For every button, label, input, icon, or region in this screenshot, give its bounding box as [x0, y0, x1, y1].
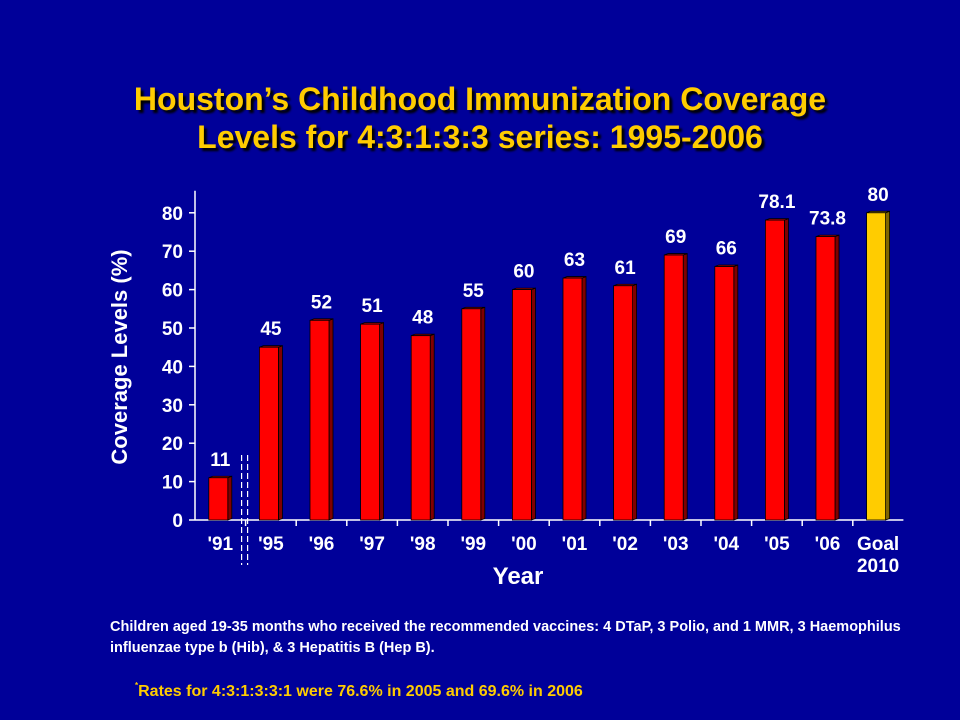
x-tick-label: '06 [815, 534, 841, 555]
bar [360, 323, 381, 521]
slide-title: Houston’s Childhood Immunization Coverag… [0, 80, 960, 156]
bar [815, 236, 836, 521]
slide-title-line-2: Levels for 4:3:1:3:3 series: 1995-2006 [197, 119, 763, 155]
data-label: 51 [362, 296, 384, 317]
bar-side [531, 287, 536, 521]
data-label: 11 [210, 450, 231, 471]
bar-side [480, 306, 486, 521]
bar-side [733, 264, 739, 521]
x-tick-label: '03 [663, 534, 689, 555]
bar-side [328, 318, 334, 521]
x-tick-label: '05 [764, 534, 790, 555]
data-label: 80 [868, 185, 889, 206]
y-tick-label: 50 [162, 319, 183, 340]
rates-note: *Rates for 4:3:1:3:3:1 were 76.6% in 200… [135, 675, 935, 703]
data-label: 45 [260, 319, 282, 340]
footnote-vaccines: Children aged 19-35 months who received … [110, 619, 901, 656]
x-tick-label: '02 [612, 534, 638, 555]
x-tick-label: '01 [562, 534, 588, 555]
coverage-bar-chart: 0 10 20 30 40 50 60 70 80 Coverage Levels (%) Year… [107, 185, 904, 590]
bar-side [429, 333, 435, 521]
bar-side [885, 210, 890, 521]
bar [765, 219, 785, 521]
y-tick-label: 70 [162, 242, 183, 263]
rates-note-text: Rates for 4:3:1:3:3:1 were 76.6% in 2005… [138, 683, 583, 700]
x-tick-label: '99 [460, 534, 486, 555]
bar [866, 212, 886, 521]
x-tick-label: '04 [713, 534, 739, 555]
bar-side [632, 283, 637, 521]
x-tick-label: Goal 2010 [857, 534, 899, 577]
y-tick-label: 10 [162, 473, 183, 494]
y-tick-label: 20 [162, 434, 183, 455]
data-label: 73.8 [809, 209, 846, 230]
bar-side [581, 276, 587, 521]
data-label: 55 [463, 281, 485, 302]
bar [461, 308, 482, 521]
bar [309, 319, 330, 521]
bar [714, 266, 735, 521]
x-tick-label: '95 [258, 534, 284, 555]
data-label: 69 [665, 227, 686, 248]
bar-side [277, 345, 283, 521]
data-label: 63 [564, 250, 585, 271]
bar [663, 254, 684, 521]
slide-title-line-1: Houston’s Childhood Immunization Coverag… [133, 81, 827, 117]
bar-side [784, 218, 789, 521]
bar [258, 346, 279, 521]
x-tick-label: '00 [511, 534, 537, 555]
data-label: 48 [412, 308, 433, 329]
data-label: 66 [716, 239, 737, 260]
rates-footnote-marker: * [135, 681, 139, 690]
data-label: 61 [615, 258, 637, 279]
x-tick-label: '96 [309, 534, 335, 555]
x-axis-title: Year [493, 563, 544, 590]
y-tick-label: 60 [162, 281, 183, 302]
x-tick-label: '97 [359, 534, 385, 555]
y-tick-label: 0 [172, 511, 183, 532]
bar-side [834, 234, 840, 521]
data-label: 78.1 [758, 192, 795, 213]
data-label: 60 [513, 262, 534, 283]
bar [410, 335, 431, 521]
x-tick-label: '98 [410, 534, 436, 555]
bar [562, 277, 583, 521]
y-tick-label: 80 [162, 204, 183, 225]
bar-side [682, 252, 688, 521]
bar [613, 285, 633, 521]
bar-side [227, 475, 233, 521]
y-tick-label: 30 [162, 396, 183, 417]
bar-side [379, 322, 385, 521]
y-axis-title: Coverage Levels (%) [107, 249, 132, 464]
bar [208, 477, 229, 521]
x-tick-label: '91 [207, 534, 233, 555]
y-tick-label: 40 [162, 357, 183, 378]
data-label: 52 [311, 292, 332, 313]
bar [512, 289, 532, 521]
